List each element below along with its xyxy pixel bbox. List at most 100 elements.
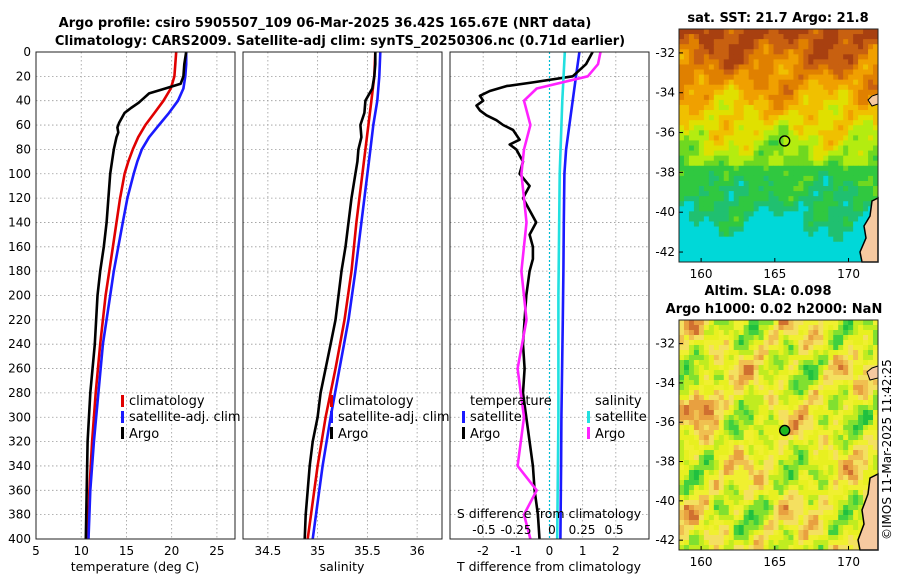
depth-tick-label: 360 [8,483,31,497]
lat-tick-label: -40 [655,494,675,508]
legend-swatch-climatology [330,395,333,407]
x-tick-label: 10 [74,544,89,558]
legend-swatch-argo [330,427,333,439]
salinity-xlabel: salinity [320,559,365,574]
x-tick-label: 15 [119,544,134,558]
depth-tick-label: 300 [8,410,31,424]
x-tick-label: 35 [310,544,325,558]
series-line-climatology [306,51,377,540]
series-line-argo [84,51,188,540]
s-tick-label: -0.25 [500,523,531,537]
lon-tick-label: 165 [763,267,786,281]
x-tick-label: 20 [164,544,179,558]
legend-title-temperature: temperature [470,394,552,409]
legend-label-s-satellite: satellite [595,410,647,425]
s-tick-label: 0 [548,523,556,537]
depth-tick-label: 40 [16,94,31,108]
imos-credit: ©IMOS 11-Mar-2025 11:42:25 [880,359,894,540]
lon-tick-label: 165 [763,555,786,569]
legend-swatch-s-satellite [587,411,590,423]
depth-tick-label: 180 [8,264,31,278]
argo-position-marker [778,424,791,437]
x-tick-label: -1 [510,544,522,558]
x-tick-label: 1 [579,544,587,558]
depth-tick-label: 340 [8,459,31,473]
lat-tick-label: -34 [655,86,675,100]
depth-tick-label: 200 [8,289,31,303]
series-line-t-satellite [559,51,581,540]
x-tick-label: 0 [546,544,554,558]
s-difference-xlabel: S difference from climatology [457,506,642,521]
depth-tick-label: 20 [16,69,31,83]
legend-label-t-satellite: satellite [470,410,522,425]
sla-map-title-2: Argo h1000: 0.02 h2000: NaN [666,302,883,317]
x-tick-label: 36 [409,544,424,558]
lon-tick-label: 160 [690,267,713,281]
difference-panel: -2 -1 0 1 2 T difference from climatology S … [449,51,650,574]
legend-label-argo: Argo [129,427,159,442]
lat-tick-label: -36 [655,126,675,140]
depth-tick-label: 240 [8,337,31,351]
s-tick-label: -0.5 [472,523,495,537]
series-line-climatology [86,51,178,540]
legend-label-satellite: satellite-adj. clim [338,410,450,425]
temperature-xlabel: temperature (deg C) [71,559,200,574]
sst-map-title: sat. SST: 21.7 Argo: 21.8 [687,11,868,26]
depth-tick-label: 80 [16,142,31,156]
lat-tick-label: -42 [655,533,675,547]
depth-tick-label: 400 [8,532,31,546]
x-tick-label: 25 [209,544,224,558]
salinity-legend: climatology satellite-adj. clim Argo [330,394,450,442]
legend-swatch-climatology [121,395,124,407]
legend-swatch-argo [121,427,124,439]
temperature-panel: 5 10 15 20 25 0 20 40 60 80 100 120 140 160 180 200 220… [8,45,241,574]
x-tick-label: 35.5 [354,544,381,558]
title-line-1: Argo profile: csiro 5905507_109 06-Mar-2… [59,16,592,31]
lat-tick-label: -32 [655,46,675,60]
lon-tick-label: 170 [837,267,860,281]
legend-swatch-t-argo [462,427,465,439]
series-line-satellite-adj-clim [311,51,382,540]
lon-tick-label: 170 [837,555,860,569]
lat-tick-label: -32 [655,337,675,351]
sla-map-title-1: Altim. SLA: 0.098 [705,284,832,299]
depth-tick-label: 260 [8,362,31,376]
t-difference-xlabel: T difference from climatology [456,559,642,574]
s-tick-label: 0.5 [604,523,623,537]
legend-label-climatology: climatology [129,394,205,409]
depth-tick-label: 280 [8,386,31,400]
s-tick-label: 0.25 [569,523,596,537]
legend-title-salinity: salinity [595,394,642,409]
lat-tick-label: -40 [655,205,675,219]
series-line-s-satellite [555,51,567,540]
depth-tick-label: 160 [8,240,31,254]
salinity-panel: 34.5 35 35.5 36 salinity climatology satell… [242,51,450,574]
sla-map-panel: Altim. SLA: 0.098 Argo h1000: 0.02 h2000… [655,284,882,569]
legend-label-argo: Argo [338,427,368,442]
argo-position-marker [778,135,791,147]
series-line-t-argo [475,51,594,540]
lat-tick-label: -38 [655,165,675,179]
legend-label-t-argo: Argo [470,427,500,442]
depth-tick-label: 220 [8,313,31,327]
x-tick-label: 2 [612,544,620,558]
legend-label-satellite: satellite-adj. clim [129,410,241,425]
depth-tick-label: 60 [16,118,31,132]
lat-tick-label: -42 [655,245,675,259]
legend-swatch-s-argo [587,427,590,439]
legend-swatch-t-satellite [462,411,465,423]
depth-tick-label: 380 [8,508,31,522]
lat-tick-label: -38 [655,455,675,469]
lon-tick-label: 160 [690,555,713,569]
s-top-ticks: -0.5 -0.25 0 0.25 0.5 [472,523,623,537]
x-tick-label: 5 [32,544,40,558]
depth-tick-label: 0 [23,45,31,59]
depth-tick-label: 320 [8,435,31,449]
legend-swatch-satellite [330,411,333,423]
depth-tick-label: 100 [8,167,31,181]
lat-tick-label: -34 [655,376,675,390]
depth-tick-label: 140 [8,215,31,229]
temperature-legend: climatology satellite-adj. clim Argo [121,394,241,442]
legend-label-s-argo: Argo [595,427,625,442]
